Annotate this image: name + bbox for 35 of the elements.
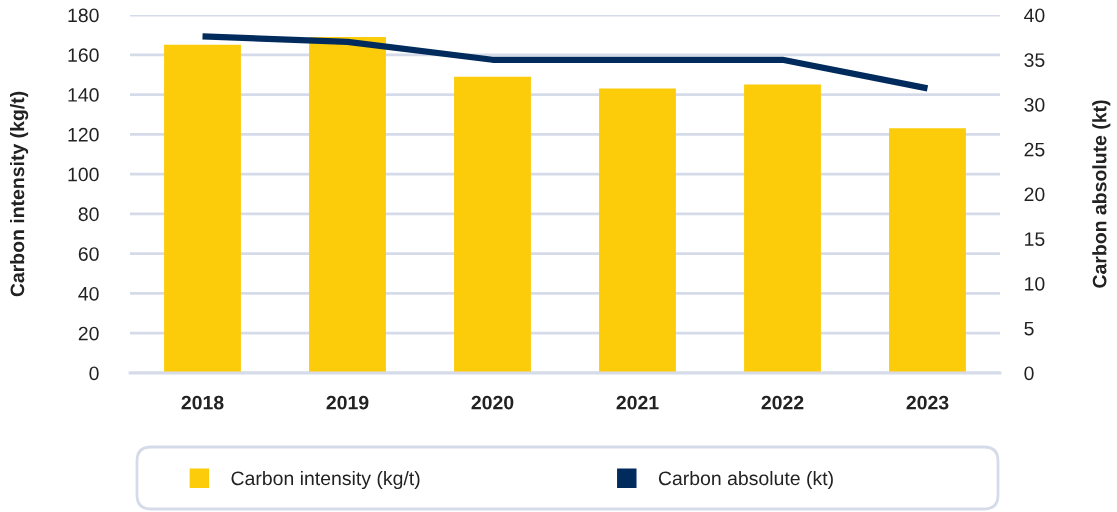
y2-tick-label: 30	[1024, 97, 1045, 112]
y2-tick-label: 40	[1024, 8, 1045, 23]
y2-tick-label: 35	[1024, 53, 1045, 67]
y2-tick-label: 10	[1025, 276, 1045, 291]
y-tick-label: 120	[68, 127, 99, 142]
y-tick-label: 40	[78, 286, 99, 301]
legend-label: Carbon intensity (kg/t)	[231, 470, 420, 490]
bar	[164, 44, 241, 373]
y-tick-label: 100	[68, 167, 99, 182]
y-tick-label: 60	[78, 247, 99, 261]
legend-label: Carbon absolute (kt)	[658, 470, 833, 490]
x-tick-label: 2022	[761, 395, 804, 410]
y-tick-label: 20	[78, 326, 99, 341]
x-tick-label: 2018	[181, 395, 224, 410]
x-tick-label: 2023	[906, 395, 949, 410]
x-tick-label: 2021	[616, 395, 659, 410]
y2-tick-label: 15	[1025, 232, 1045, 246]
bar	[309, 36, 386, 373]
y-tick-label: 180	[68, 8, 99, 23]
y2-tick-label: 0	[1024, 366, 1034, 381]
y2-tick-label: 25	[1024, 142, 1045, 157]
x-tick-label: 2019	[326, 395, 369, 410]
y-tick-label: 140	[68, 88, 99, 102]
y-tick-label: 160	[68, 48, 99, 63]
bar	[454, 76, 531, 373]
y-tick-label: 0	[89, 366, 99, 381]
bar	[599, 88, 676, 373]
bar	[889, 128, 966, 373]
y2-axis-title: Carbon absolute (kt)	[1092, 100, 1111, 288]
y-axis-title: Carbon intensity (kg/t)	[10, 91, 29, 297]
y2-tick-label: 20	[1024, 187, 1045, 202]
bar	[744, 84, 821, 373]
y2-tick-label: 5	[1024, 321, 1034, 336]
x-tick-label: 2020	[471, 395, 514, 410]
y-tick-label: 80	[78, 207, 99, 222]
